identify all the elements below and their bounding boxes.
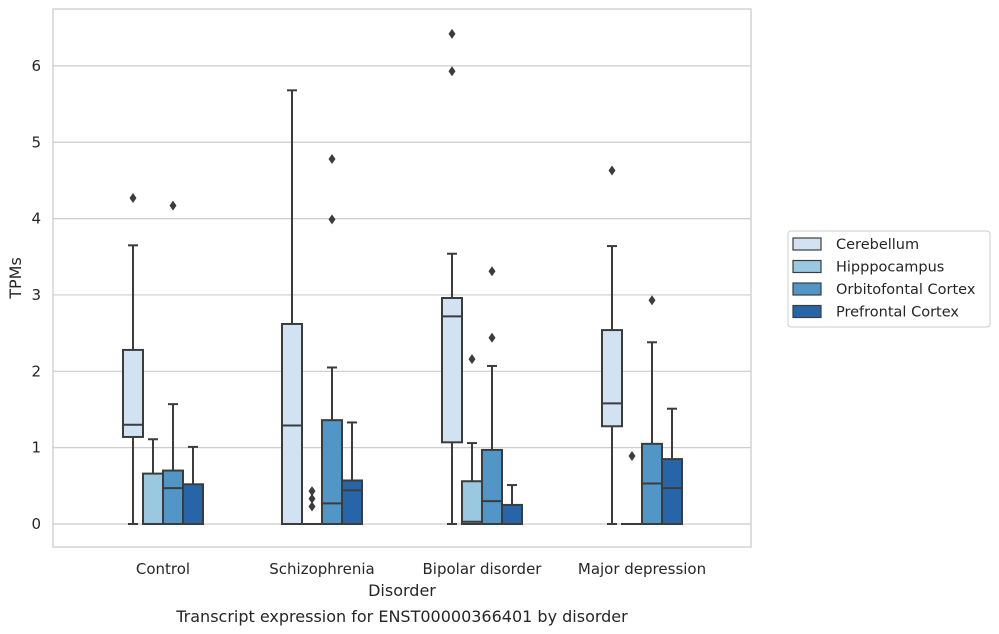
outlier-marker xyxy=(488,266,496,277)
box-3-1 xyxy=(162,200,184,525)
box-body xyxy=(182,483,204,526)
box-body xyxy=(162,469,184,525)
x-tick-label: Major depression xyxy=(578,560,706,578)
legend: Cerebellum Hipppocampus Orbitofontal Corte… xyxy=(787,230,991,328)
outlier-marker xyxy=(308,501,316,512)
box-4-3 xyxy=(501,484,523,526)
box-2-2 xyxy=(301,486,323,526)
y-tick-label: 6 xyxy=(31,57,41,75)
box-body xyxy=(441,297,463,444)
box-body xyxy=(481,448,503,525)
box-body xyxy=(122,348,144,438)
box-body xyxy=(341,479,363,525)
boxplots xyxy=(122,28,683,526)
y-tick-label: 3 xyxy=(31,286,41,304)
legend-label: Cerebellum xyxy=(836,237,919,253)
legend-swatch xyxy=(792,237,822,251)
outlier-marker xyxy=(448,28,456,39)
plot-frame xyxy=(52,8,752,548)
outlier-marker xyxy=(308,486,316,497)
box-1-3 xyxy=(441,28,463,525)
box-body xyxy=(601,329,623,428)
y-axis-title: TPMs xyxy=(6,257,25,300)
legend-label: Orbitofontal Cortex xyxy=(836,282,976,298)
box-body xyxy=(281,322,303,526)
legend-label: Hipppocampus xyxy=(836,260,944,276)
legend-swatch xyxy=(792,282,822,296)
outlier-marker xyxy=(169,200,177,211)
x-tick-label: Control xyxy=(136,560,190,578)
outlier-marker xyxy=(448,66,456,77)
box-1-1 xyxy=(122,192,144,525)
x-axis-title: Disorder xyxy=(368,581,436,600)
outlier-marker xyxy=(628,451,636,462)
x-tick-label: Bipolar disorder xyxy=(423,560,543,578)
outlier-marker xyxy=(328,214,336,225)
box-3-3 xyxy=(481,266,503,525)
y-tick-label: 4 xyxy=(31,210,41,228)
outlier-marker xyxy=(608,165,616,176)
legend-swatch xyxy=(792,259,822,274)
outlier-marker xyxy=(129,192,137,203)
box-4-1 xyxy=(182,445,204,526)
outlier-marker xyxy=(488,332,496,343)
box-body xyxy=(501,503,523,526)
box-1-2 xyxy=(281,89,303,526)
box-3-2 xyxy=(321,154,343,525)
box-2-3 xyxy=(461,354,483,525)
legend-label: Prefrontal Cortex xyxy=(836,305,959,321)
box-body xyxy=(142,472,164,526)
x-tick-labels: Control Schizophrenia Bipolar disorder Majo… xyxy=(136,560,706,578)
legend-swatch xyxy=(792,304,822,319)
outlier-marker xyxy=(468,354,476,365)
outlier-marker xyxy=(328,154,336,165)
gridlines xyxy=(53,65,751,525)
y-tick-label: 5 xyxy=(31,133,41,151)
outlier-marker xyxy=(648,295,656,306)
box-3-4 xyxy=(641,295,663,525)
box-4-4 xyxy=(661,407,683,526)
y-tick-label: 1 xyxy=(31,439,41,457)
y-tick-label: 0 xyxy=(31,515,41,533)
outlier-marker xyxy=(308,493,316,504)
legend-frame xyxy=(787,230,991,328)
box-2-4 xyxy=(621,451,643,526)
y-tick-label: 2 xyxy=(31,362,41,380)
y-tick-labels: 0 1 2 3 4 5 6 xyxy=(31,57,41,533)
box-body xyxy=(661,458,683,526)
box-body xyxy=(461,480,483,525)
x-tick-label: Schizophrenia xyxy=(269,560,374,578)
chart-caption: Transcript expression for ENST0000036640… xyxy=(175,607,628,626)
box-body xyxy=(321,419,343,525)
box-4-2 xyxy=(341,421,363,525)
box-2-1 xyxy=(142,438,164,526)
box-1-4 xyxy=(601,165,623,525)
